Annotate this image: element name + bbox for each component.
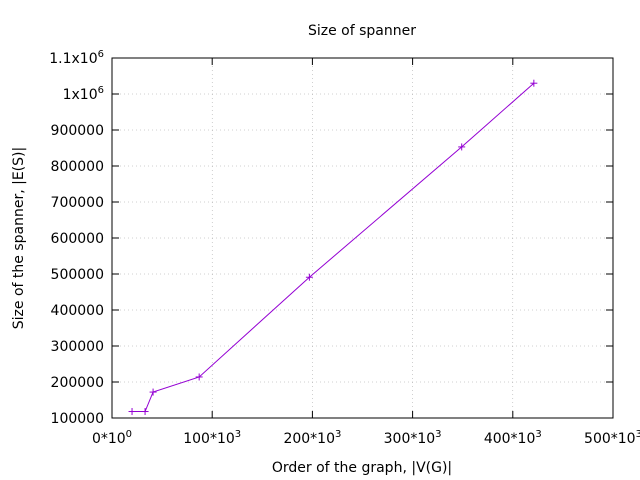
y-tick-label: 1.1x106 <box>49 49 104 67</box>
plot-frame <box>111 57 614 419</box>
data-point-marker <box>128 408 136 416</box>
y-tick-label: 100000 <box>51 411 104 427</box>
series-line <box>132 82 535 413</box>
chart-title: Size of spanner <box>308 23 416 39</box>
y-tick-label: 800000 <box>51 159 104 175</box>
x-tick-label: 400*103 <box>484 429 542 447</box>
y-tick-label: 700000 <box>51 195 104 211</box>
x-axis-label: Order of the graph, |V(G)| <box>272 460 452 476</box>
x-tick-label: 100*103 <box>183 429 241 447</box>
x-tick-label: 500*103 <box>584 429 640 447</box>
y-tick-label: 200000 <box>51 375 104 391</box>
x-tick-label: 200*103 <box>283 429 341 447</box>
data-point-marker <box>458 143 466 151</box>
y-tick-label: 500000 <box>51 267 104 283</box>
data-point-marker <box>149 388 157 396</box>
y-tick-label: 900000 <box>51 123 104 139</box>
y-tick-label: 300000 <box>51 339 104 355</box>
data-point-marker <box>530 79 538 87</box>
y-axis-label: Size of the spanner, |E(S)| <box>11 147 27 329</box>
data-point-marker <box>141 408 149 416</box>
data-series <box>128 79 538 416</box>
data-point-marker <box>305 273 313 281</box>
x-tick-label: 0*100 <box>92 429 132 447</box>
y-tick-label: 600000 <box>51 231 104 247</box>
data-point-marker <box>195 373 203 381</box>
plot-border <box>111 57 614 419</box>
y-tick-label: 1x106 <box>63 85 104 103</box>
y-tick-label: 400000 <box>51 303 104 319</box>
x-tick-label: 300*103 <box>384 429 442 447</box>
grid-lines <box>112 58 613 418</box>
tick-labels: 0*100 100*103 200*103 300*103 400*103 500*103… <box>49 49 640 447</box>
